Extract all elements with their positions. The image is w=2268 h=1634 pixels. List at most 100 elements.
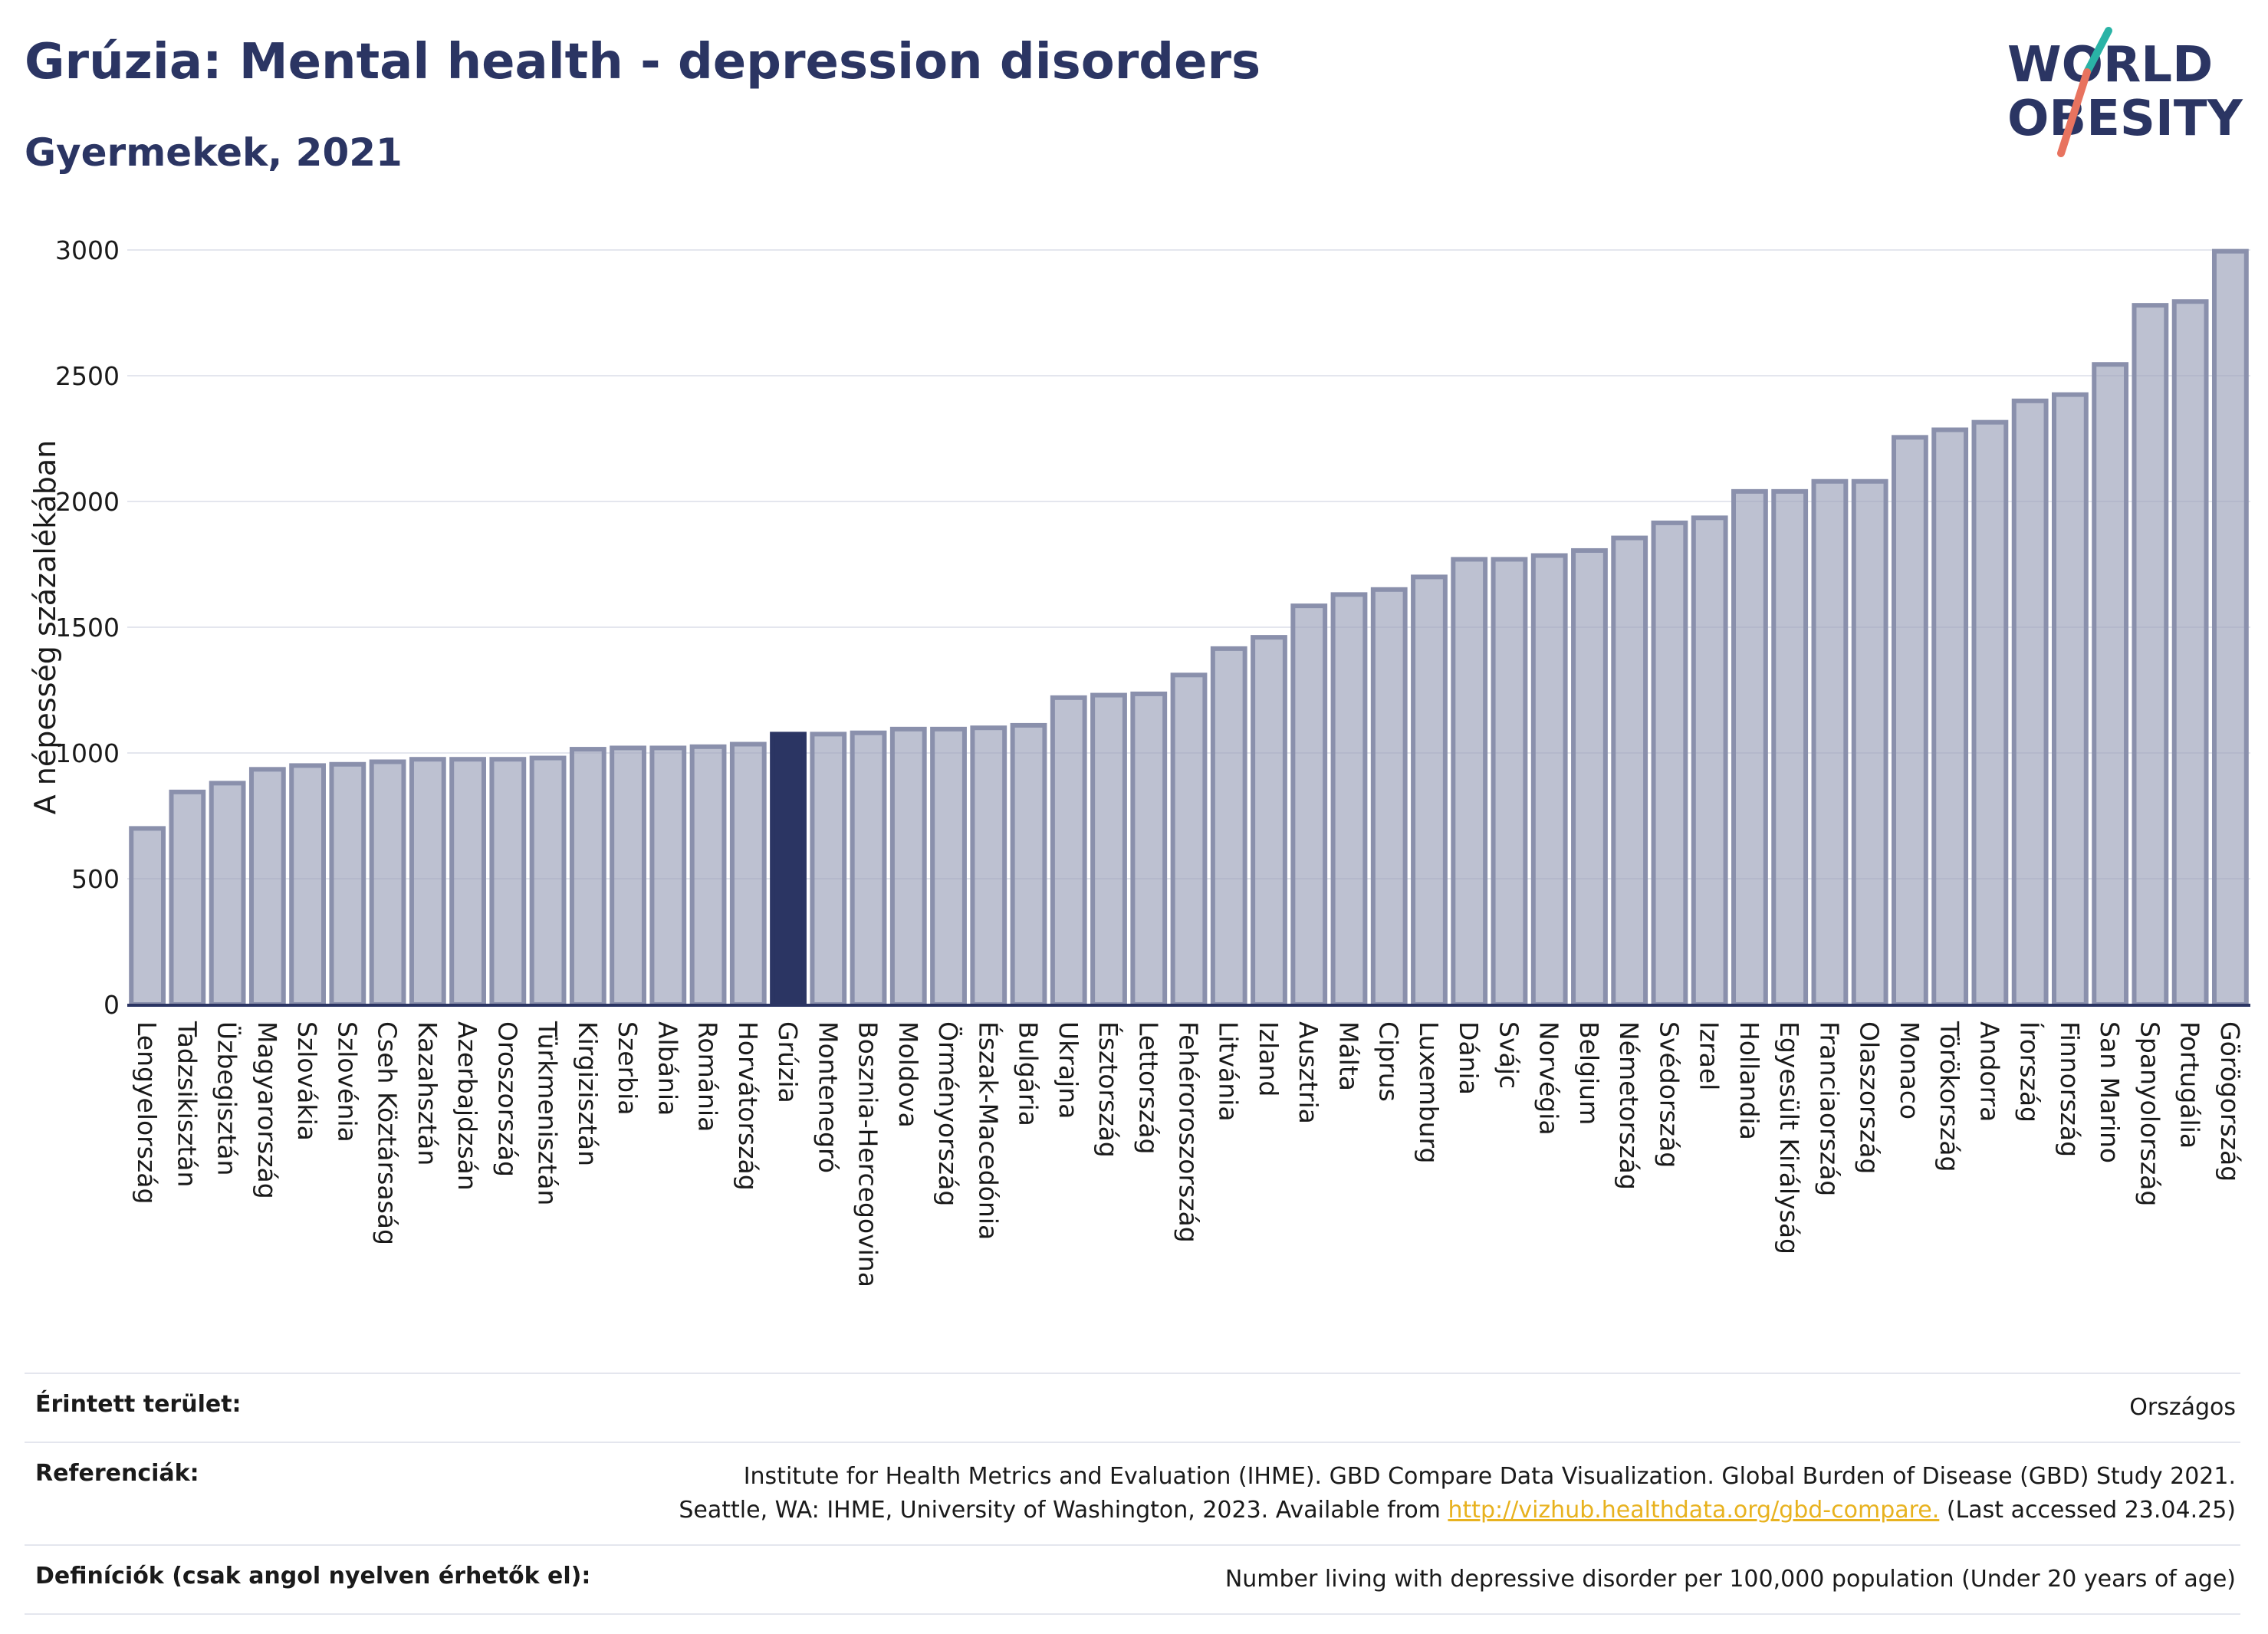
- bar-5[interactable]: [329, 761, 366, 1007]
- bar-12[interactable]: [610, 745, 646, 1007]
- bar-36[interactable]: [1571, 547, 1608, 1007]
- bar-14[interactable]: [689, 744, 727, 1007]
- x-tick-label: Észak-Macedónia: [973, 1021, 1004, 1240]
- bar-10[interactable]: [529, 755, 567, 1007]
- bar-40[interactable]: [1731, 488, 1768, 1007]
- bar-7[interactable]: [409, 757, 446, 1007]
- bar-20[interactable]: [930, 726, 967, 1008]
- y-tick-layer: 0 500 1000 1500 2000 2500 3000: [55, 235, 120, 1020]
- references-line2-pre: Seattle, WA: IHME, University of Washing…: [679, 1497, 1448, 1524]
- x-tick-label: Cseh Köztársaság: [373, 1021, 403, 1245]
- metadata-table: Érintett terület: Országos Referenciák: …: [25, 1373, 2240, 1615]
- x-tick-label: Izrael: [1694, 1021, 1724, 1090]
- x-tick-label: Fehéroroszország: [1174, 1021, 1204, 1243]
- bar-29[interactable]: [1290, 603, 1328, 1007]
- x-tick-label: Kirgizisztán: [573, 1021, 603, 1166]
- bar-49[interactable]: [2092, 362, 2129, 1007]
- x-tick-label: Törökország: [1934, 1021, 1964, 1172]
- bar-43[interactable]: [1851, 478, 1888, 1007]
- x-tick-label: Szerbia: [613, 1021, 643, 1115]
- x-tick-label: Horvátország: [733, 1021, 763, 1191]
- bar-23[interactable]: [1050, 695, 1087, 1008]
- bar-9[interactable]: [489, 757, 527, 1007]
- x-tick-label: Litvánia: [1214, 1021, 1244, 1122]
- x-tick-label: Kazahsztán: [413, 1021, 442, 1165]
- y-tick-label: 0: [104, 990, 120, 1020]
- x-tick-label: Oroszország: [492, 1021, 522, 1177]
- bar-47[interactable]: [2011, 398, 2049, 1007]
- y-tick-label: 1000: [55, 738, 120, 768]
- x-tick-label: Monaco: [1895, 1021, 1925, 1119]
- bar-30[interactable]: [1330, 592, 1368, 1007]
- bar-3[interactable]: [248, 767, 286, 1007]
- bar-41[interactable]: [1771, 488, 1809, 1007]
- bar-22[interactable]: [1010, 722, 1047, 1007]
- bar-33[interactable]: [1451, 557, 1488, 1007]
- meta-row-references: Referenciák: Institute for Health Metric…: [25, 1442, 2240, 1544]
- bar-6[interactable]: [369, 759, 406, 1007]
- bar-45[interactable]: [1931, 427, 1969, 1007]
- bar-42[interactable]: [1811, 478, 1849, 1007]
- x-tick-label: Dánia: [1454, 1021, 1484, 1095]
- bar-38[interactable]: [1651, 520, 1688, 1007]
- y-tick-label: 500: [71, 864, 120, 894]
- bar-0[interactable]: [129, 826, 166, 1008]
- bar-8[interactable]: [449, 757, 486, 1007]
- definitions-value: Number living with depressive disorder p…: [1224, 1566, 2236, 1593]
- bar-32[interactable]: [1411, 574, 1448, 1007]
- references-line1: Institute for Health Metrics and Evaluat…: [743, 1463, 2236, 1490]
- x-tick-label: Moldova: [893, 1021, 923, 1128]
- bar-11[interactable]: [569, 747, 606, 1008]
- bar-37[interactable]: [1611, 535, 1648, 1007]
- x-tick-label: Bosznia-Hercegovina: [853, 1021, 883, 1287]
- bar-13[interactable]: [649, 745, 687, 1007]
- bar-48[interactable]: [2051, 392, 2089, 1007]
- bar-21[interactable]: [970, 725, 1007, 1007]
- bar-31[interactable]: [1370, 587, 1408, 1007]
- bar-39[interactable]: [1691, 515, 1728, 1007]
- bar-2[interactable]: [209, 781, 246, 1007]
- bar-16[interactable]: [770, 732, 807, 1008]
- x-tick-label: Svájc: [1494, 1021, 1524, 1089]
- references-link[interactable]: http://vizhub.healthdata.org/gbd-compare…: [1448, 1497, 1940, 1524]
- bar-51[interactable]: [2171, 299, 2209, 1007]
- world-obesity-logo: WORLD OBESITY: [2007, 27, 2243, 157]
- bar-28[interactable]: [1251, 635, 1287, 1007]
- x-tick-label: Görögország: [2215, 1021, 2245, 1182]
- bar-1[interactable]: [169, 789, 206, 1007]
- bar-18[interactable]: [850, 730, 887, 1007]
- bar-24[interactable]: [1090, 692, 1127, 1007]
- chart-subtitle: Gyermekek, 2021: [25, 130, 403, 175]
- area-value: Országos: [2129, 1394, 2236, 1421]
- bar-50[interactable]: [2132, 303, 2169, 1008]
- x-tick-label: Lettország: [1133, 1021, 1163, 1154]
- bar-chart: 0 500 1000 1500 2000 2500 3000 Lengyelország Ta…: [28, 235, 2250, 1287]
- bar-46[interactable]: [1971, 419, 2009, 1007]
- bar-52[interactable]: [2211, 248, 2249, 1007]
- x-tick-label: Svédország: [1654, 1021, 1684, 1168]
- bar-15[interactable]: [729, 741, 767, 1008]
- meta-row-area: Érintett terület: Országos: [25, 1373, 2240, 1442]
- x-tick-label: Bulgária: [1014, 1021, 1044, 1126]
- references-line2-post: (Last accessed 23.04.25): [1939, 1497, 2236, 1524]
- x-tick-label: Németország: [1614, 1021, 1644, 1190]
- bar-44[interactable]: [1892, 435, 1928, 1007]
- x-tick-label: Spanyolország: [2135, 1021, 2164, 1206]
- x-tick-label: Belgium: [1574, 1021, 1604, 1125]
- bar-4[interactable]: [289, 763, 327, 1008]
- x-tick-label: Üzbegisztán: [212, 1021, 243, 1175]
- bar-19[interactable]: [889, 726, 927, 1008]
- bar-25[interactable]: [1130, 691, 1168, 1007]
- bar-35[interactable]: [1530, 553, 1568, 1007]
- bar-layer: [129, 248, 2249, 1008]
- x-tick-label: Türkmenisztán: [533, 1021, 563, 1205]
- bar-27[interactable]: [1210, 646, 1247, 1007]
- x-tick-label: Románia: [693, 1021, 723, 1132]
- bar-17[interactable]: [810, 732, 847, 1008]
- y-tick-label: 3000: [55, 235, 120, 265]
- bar-34[interactable]: [1491, 557, 1528, 1007]
- x-tick-label: Norvégia: [1534, 1021, 1564, 1136]
- meta-row-definitions: Definíciók (csak angol nyelven érhetők e…: [25, 1544, 2240, 1615]
- x-tick-label: Málta: [1333, 1021, 1363, 1091]
- bar-26[interactable]: [1170, 672, 1208, 1007]
